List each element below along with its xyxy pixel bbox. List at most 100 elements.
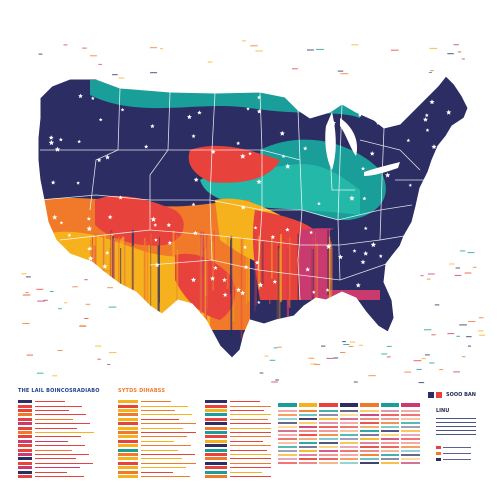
star-marker (105, 250, 110, 255)
grid-cell (298, 454, 318, 456)
scatter-dash (454, 274, 462, 276)
scatter-dash (22, 323, 30, 324)
grid-cell (360, 434, 379, 436)
scatter-dash (63, 44, 68, 46)
streak (330, 242, 332, 309)
row-line (35, 431, 94, 433)
row-swatch (118, 430, 138, 434)
star-marker (97, 157, 102, 163)
row-swatch (205, 426, 227, 430)
scatter-dash (277, 346, 282, 348)
scatter-dash (429, 362, 435, 364)
scatter-dash (464, 272, 472, 274)
row-line (35, 427, 77, 429)
panel-row (205, 422, 271, 426)
streak (202, 238, 204, 300)
streak (143, 237, 146, 333)
scatter-dash (420, 275, 424, 277)
streak (260, 244, 262, 286)
scatter-dash (314, 363, 321, 365)
streak (104, 235, 106, 315)
scatter-dash (431, 334, 436, 336)
panel-row (205, 461, 271, 465)
row-swatch (205, 435, 227, 439)
panel-row (205, 457, 271, 461)
grid-header-cell (401, 403, 421, 407)
scatter-dash (107, 364, 111, 365)
grid-cell (401, 430, 421, 432)
row-line (141, 440, 174, 442)
star-marker (332, 96, 339, 102)
scatter-dash (25, 276, 31, 278)
star-marker (58, 137, 63, 142)
star-marker (186, 114, 192, 120)
scatter-dash (461, 58, 465, 60)
grid-cell (298, 410, 318, 412)
grid-row (278, 458, 421, 460)
row-swatch (18, 452, 32, 456)
grid-cell (380, 450, 400, 452)
scatter-dash (104, 270, 110, 272)
data-grid-panel (278, 403, 421, 481)
row-swatch (18, 426, 32, 430)
row-swatch (18, 461, 32, 465)
streak (271, 236, 273, 279)
streak (176, 234, 178, 334)
panel-title: SYTDS DIHABSS (118, 388, 166, 394)
scatter-dash (472, 266, 477, 268)
scatter-dash (453, 44, 459, 46)
grid-header-cell (380, 403, 400, 407)
scatter-dash (455, 267, 460, 269)
star-marker (428, 225, 435, 232)
star-marker (150, 216, 157, 222)
streak (314, 235, 315, 278)
row-line (230, 436, 271, 438)
legend-swatch (436, 452, 441, 455)
star-marker (361, 166, 366, 171)
scatter-dash (242, 40, 246, 42)
scatter-dash (84, 279, 88, 281)
panel-row (118, 400, 196, 404)
star-marker (279, 130, 285, 136)
streak (123, 230, 126, 330)
panel-row (118, 448, 196, 452)
grid-row (278, 422, 421, 424)
scatter-dash (424, 329, 432, 331)
legend-swatch-row (436, 458, 471, 461)
panel-row (18, 474, 108, 479)
grid-cell (278, 414, 297, 416)
scatter-dash (85, 303, 91, 305)
scatter-dash (95, 345, 102, 347)
row-line (35, 467, 80, 469)
grid-cell (380, 462, 400, 464)
row-line (141, 475, 190, 477)
scatter-dash (326, 357, 334, 359)
grid-cell (339, 422, 359, 424)
grid-cell (360, 414, 379, 416)
grid-cell (339, 458, 359, 460)
legend-swatch-row (436, 446, 471, 449)
scatter-dash (271, 381, 278, 383)
star-marker (90, 96, 95, 100)
row-line (141, 462, 196, 464)
scatter-dash (307, 49, 314, 51)
panel-row (18, 457, 108, 461)
scatter-dash (434, 304, 440, 306)
scatter-dash (333, 357, 339, 359)
scatter-dash (428, 72, 433, 73)
grid-cell (278, 442, 297, 444)
band-red-west (95, 195, 184, 246)
great-lake-erie (364, 162, 400, 176)
scatter-dash (386, 345, 392, 347)
scatter-dash (150, 72, 158, 74)
star-marker (285, 227, 290, 232)
streak (328, 236, 331, 312)
panel-row (118, 461, 196, 465)
star-marker (253, 225, 258, 230)
row-line (230, 449, 267, 451)
star-marker (89, 276, 94, 281)
panel-row (205, 448, 271, 452)
scatter-dash (479, 334, 486, 336)
grid-cell (360, 454, 379, 456)
row-line (230, 462, 271, 464)
